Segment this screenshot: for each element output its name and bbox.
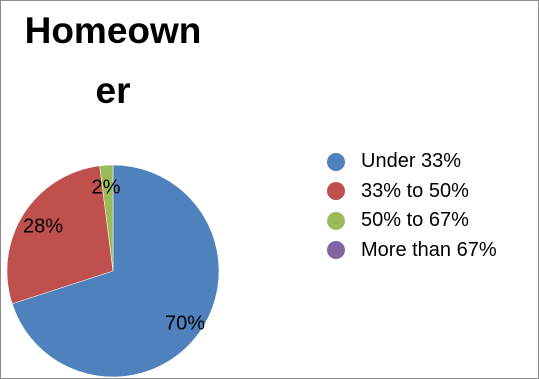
chart-title: Homeown er [1,1,225,121]
pie-slice-50-to-67 [99,164,114,272]
pie-slice-under-33 [11,164,220,378]
data-label-50-to-67: 2% [91,176,121,199]
legend-item-under-33: Under 33% [327,147,497,177]
pie-slice-33-to-50 [6,165,114,305]
legend-label-33-to-50: 33% to 50% [361,179,469,202]
legend-label-50-to-67: 50% to 67% [361,209,469,232]
legend-swatch-more-than-67 [327,241,345,260]
legend-label-under-33: Under 33% [361,150,462,173]
legend-item-50-to-67: 50% to 67% [327,206,497,236]
data-label-33-to-50: 28% [22,215,64,238]
legend-swatch-33-to-50 [327,182,345,201]
chart-title-line-2: er [95,70,131,111]
legend-item-more-than-67: More than 67% [327,236,497,266]
legend-item-33-to-50: 33% to 50% [327,177,497,207]
chart-title-line-1: Homeown [24,10,202,51]
legend-swatch-50-to-67 [327,211,345,230]
legend-swatch-under-33 [327,152,345,171]
legend: Under 33% 33% to 50% 50% to 67% More tha… [327,147,497,265]
data-label-under-33: 70% [164,312,206,335]
legend-label-more-than-67: More than 67% [361,238,497,261]
